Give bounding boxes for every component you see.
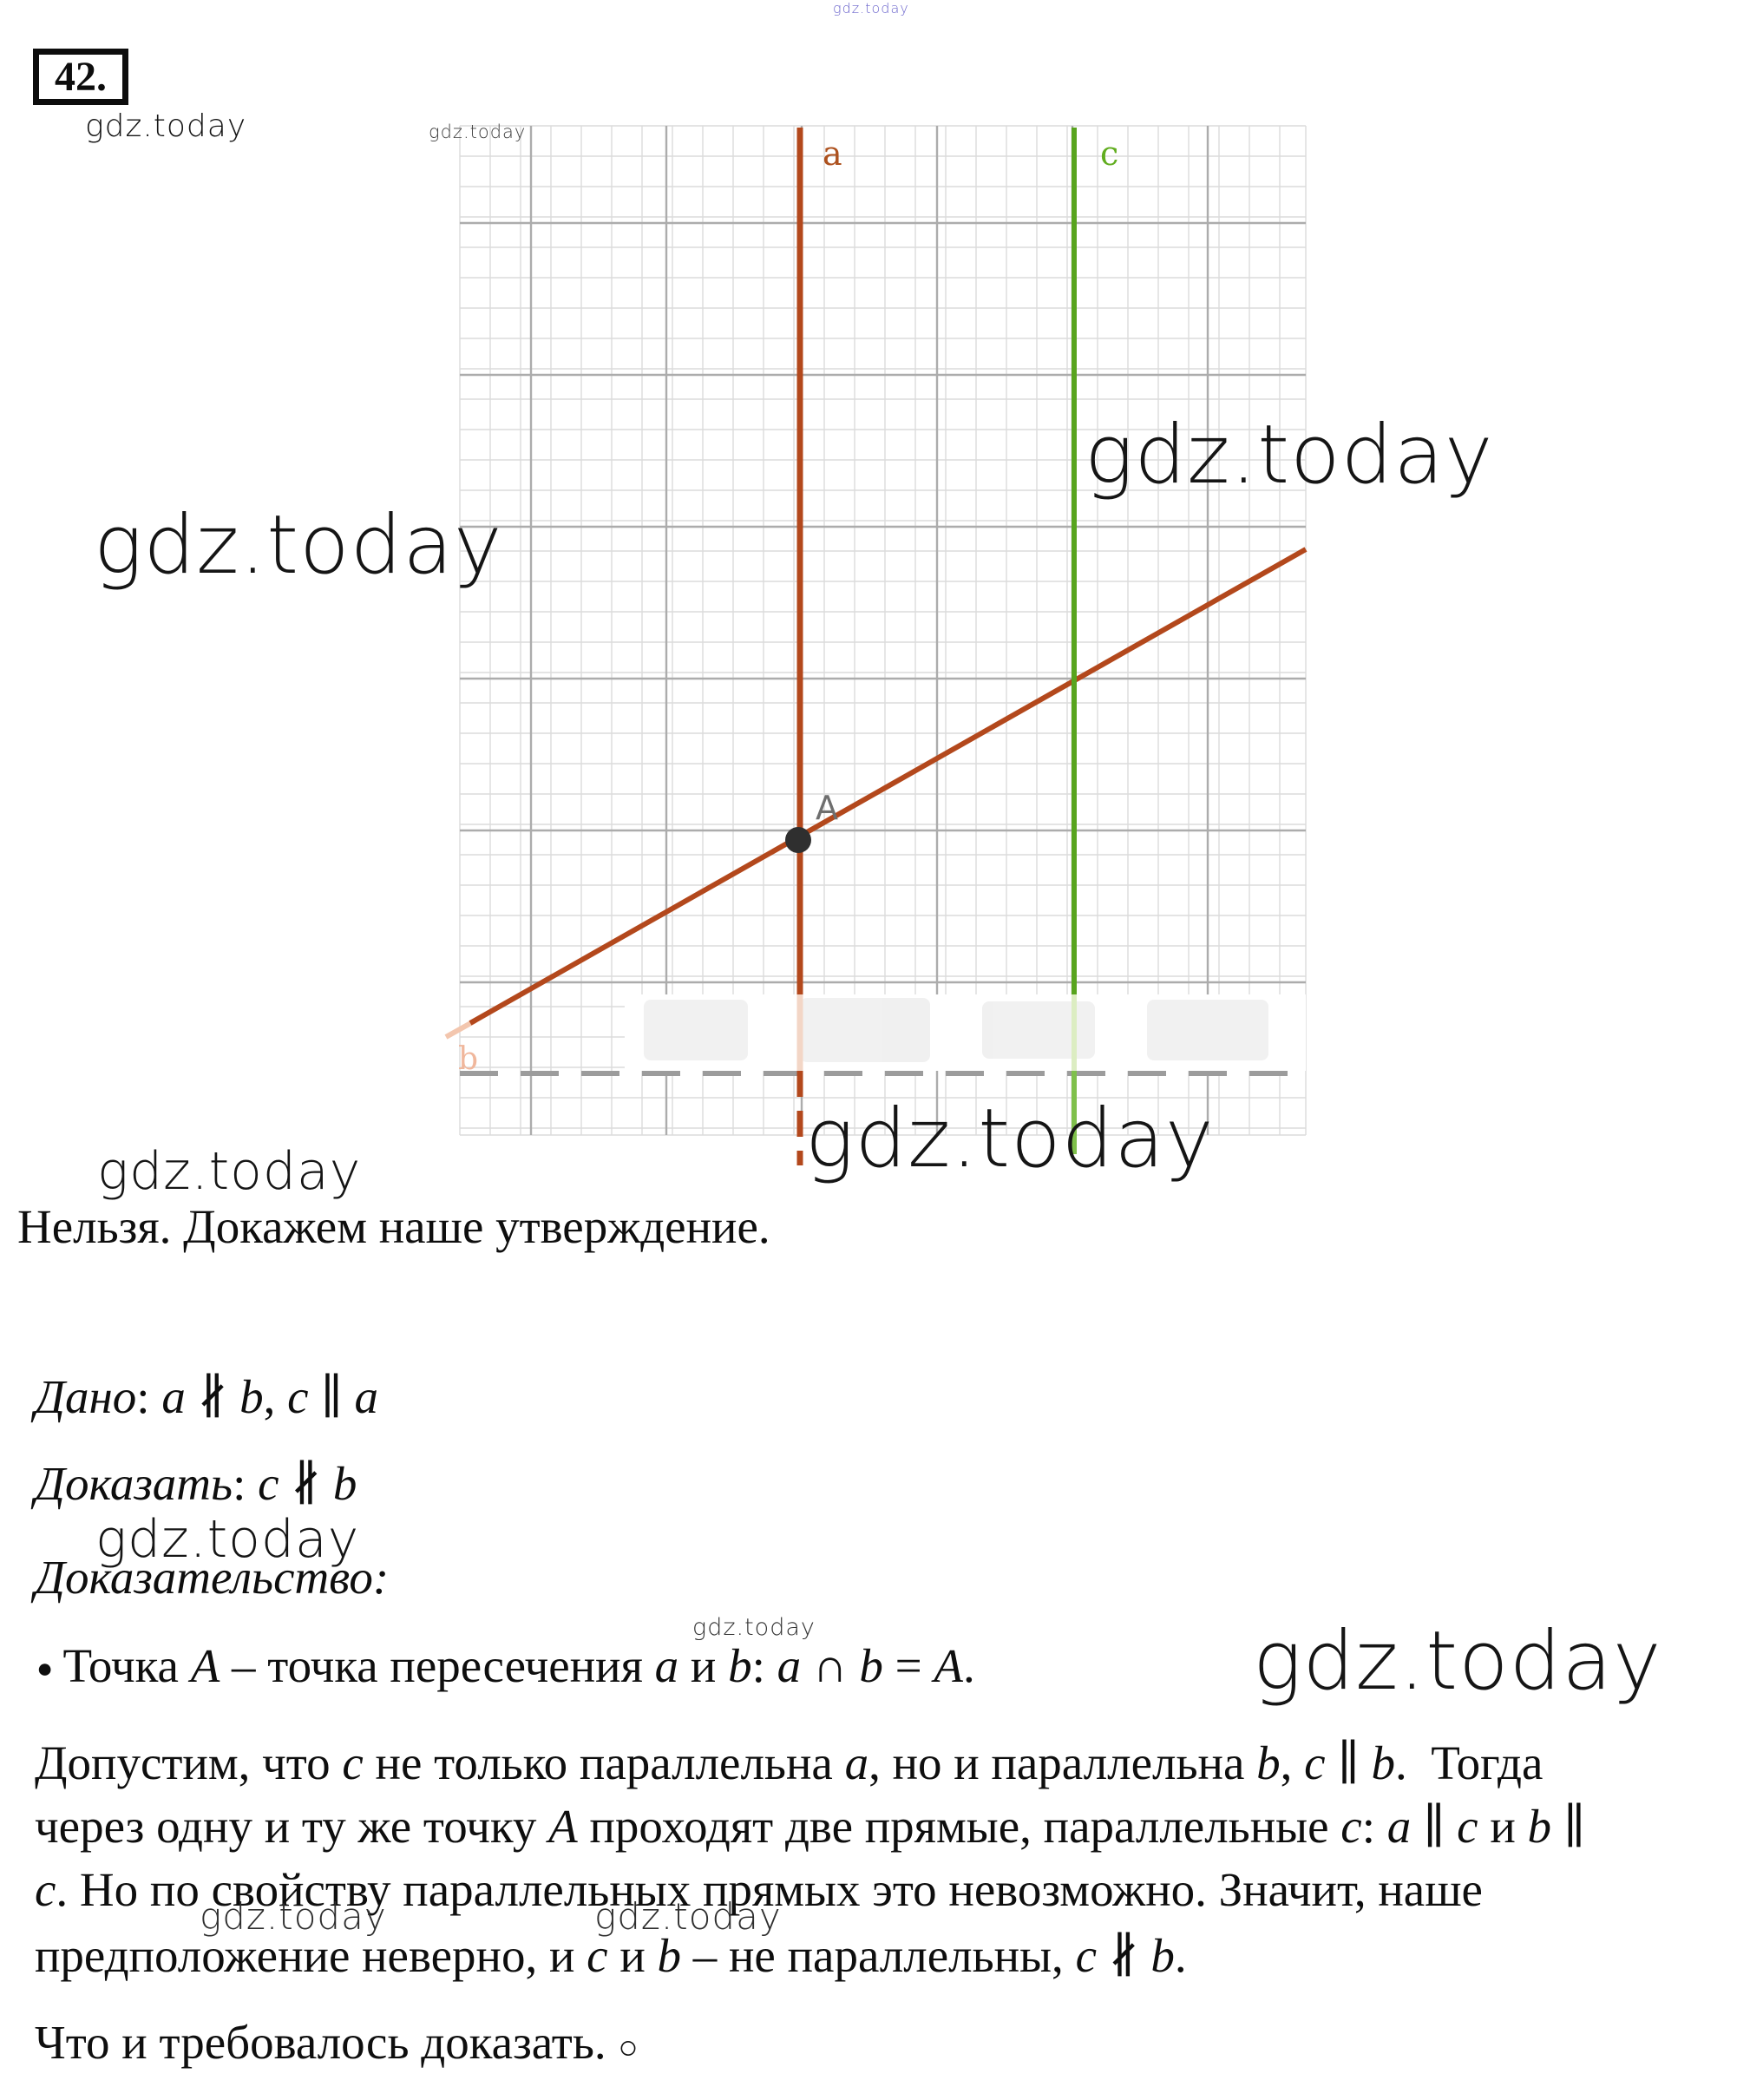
proof-paragraph-line-1: Допустим, что c не только параллельна a,… [35,1736,1544,1789]
proof-paragraph-line-3: c. Но по свойству параллельных прямых эт… [35,1863,1483,1916]
line-b-label: b [458,1041,478,1077]
watermark-grid-corner: gdz.today [429,121,527,142]
qed-circle-mark: ○ [618,2030,639,2066]
watermark-big-right: gdz.today [1085,408,1494,502]
problem-number-box: 42. [33,49,128,105]
watermark-top-blue: gdz.today [833,0,909,16]
watermark-paragraph-1: gdz.today [200,1895,387,1938]
prove-line: Доказать: c ∦ b [35,1457,357,1510]
watermark-left-mid: gdz.today [97,1141,362,1202]
line-c-label: c [1100,135,1118,173]
band-smudges [644,998,1268,1062]
watermark-paragraph-2: gdz.today [594,1895,782,1938]
problem-number: 42. [55,54,107,100]
watermark-big-left: gdz.today [94,498,503,593]
proof-heading-line: Доказательство: [35,1551,390,1604]
watermark-big-proof-right: gdz.today [1253,1614,1662,1709]
figure-diagram: a c b A [444,125,1308,1165]
watermark-top-left: gdz.today [85,108,247,144]
point-a-marker [785,827,811,853]
point-a-label: A [816,789,838,827]
given-line: Дано: a ∦ b, c ∥ a [35,1370,378,1423]
watermark-above-proof: gdz.today [95,1509,360,1570]
watermark-big-bottom: gdz.today [805,1092,1215,1186]
proof-paragraph-line-4: предположение неверно, и c и b – не пара… [35,1929,1187,1982]
grid [459,125,1307,1136]
line-b [469,547,1308,1026]
line-a-label: a [823,135,842,173]
proof-paragraph-line-2: через одну и ту же точку A проходят две … [35,1800,1586,1853]
watermark-small-bullet: gdz.today [692,1614,816,1641]
bullet-icon: ● [36,1653,63,1684]
bullet-line-text: Точка A – точка пересечения a и b: a ∩ b… [62,1639,975,1692]
bullet-line: ●Точка A – точка пересечения a и b: a ∩ … [36,1639,975,1693]
white-band [625,994,1306,1071]
qed-text: Что и требовалось доказать. [35,2016,619,2069]
solution-intro-line: Нельзя. Докажем наше утверждение. [17,1200,770,1253]
qed-line: Что и требовалось доказать. ○ [35,2016,639,2070]
